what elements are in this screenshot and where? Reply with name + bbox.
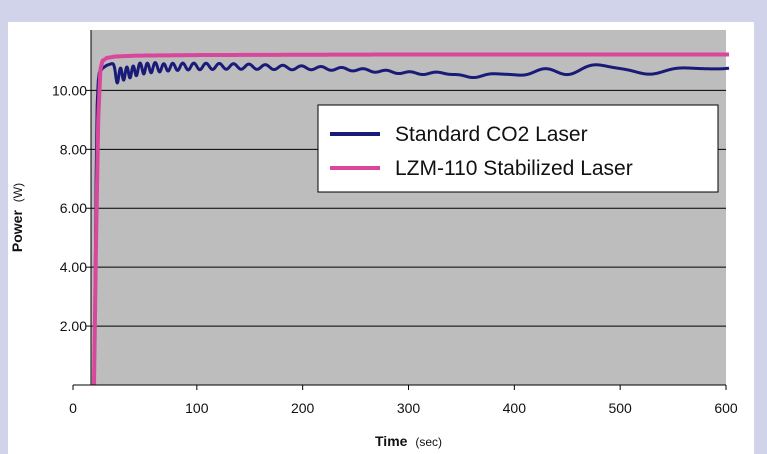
legend-box bbox=[317, 104, 719, 193]
y-tick-label: 6.00 bbox=[60, 200, 87, 216]
x-tick-label: 500 bbox=[608, 400, 632, 416]
x-tick-label: 200 bbox=[291, 400, 315, 416]
x-tick-label: 400 bbox=[503, 400, 527, 416]
x-tick-label: 300 bbox=[397, 400, 421, 416]
y-tick-label: 10.00 bbox=[52, 82, 87, 98]
y-tick-label: 8.00 bbox=[60, 141, 87, 157]
y-tick-label: 4.00 bbox=[60, 259, 87, 275]
series-layer bbox=[92, 52, 731, 386]
y-ticks: 2.00 4.00 6.00 8.00 10.00 bbox=[52, 82, 91, 334]
y-tick-label: 2.00 bbox=[60, 318, 87, 334]
series-line-lzm-110-stabilized-laser bbox=[92, 52, 731, 386]
y-axis-title-main: Power bbox=[9, 210, 25, 253]
x-ticks: 0 100 200 300 400 500 600 bbox=[69, 385, 738, 416]
legend: Standard CO2 Laser LZM-110 Stabilized La… bbox=[317, 104, 719, 193]
x-axis-title-unit: (sec) bbox=[415, 435, 442, 449]
plot-area bbox=[91, 30, 726, 385]
x-axis-title-main: Time bbox=[375, 433, 408, 449]
x-tick-label: 0 bbox=[69, 400, 77, 416]
y-axis-title-unit: (W) bbox=[11, 183, 25, 202]
series-line-standard-co2-laser bbox=[92, 61, 731, 386]
legend-label-stabilized: LZM-110 Stabilized Laser bbox=[395, 157, 633, 180]
y-axis-title: Power (W) bbox=[9, 183, 25, 252]
legend-label-standard: Standard CO2 Laser bbox=[395, 123, 588, 146]
x-tick-label: 100 bbox=[185, 400, 209, 416]
x-axis-title: Time (sec) bbox=[375, 433, 442, 449]
x-tick-label: 600 bbox=[714, 400, 738, 416]
